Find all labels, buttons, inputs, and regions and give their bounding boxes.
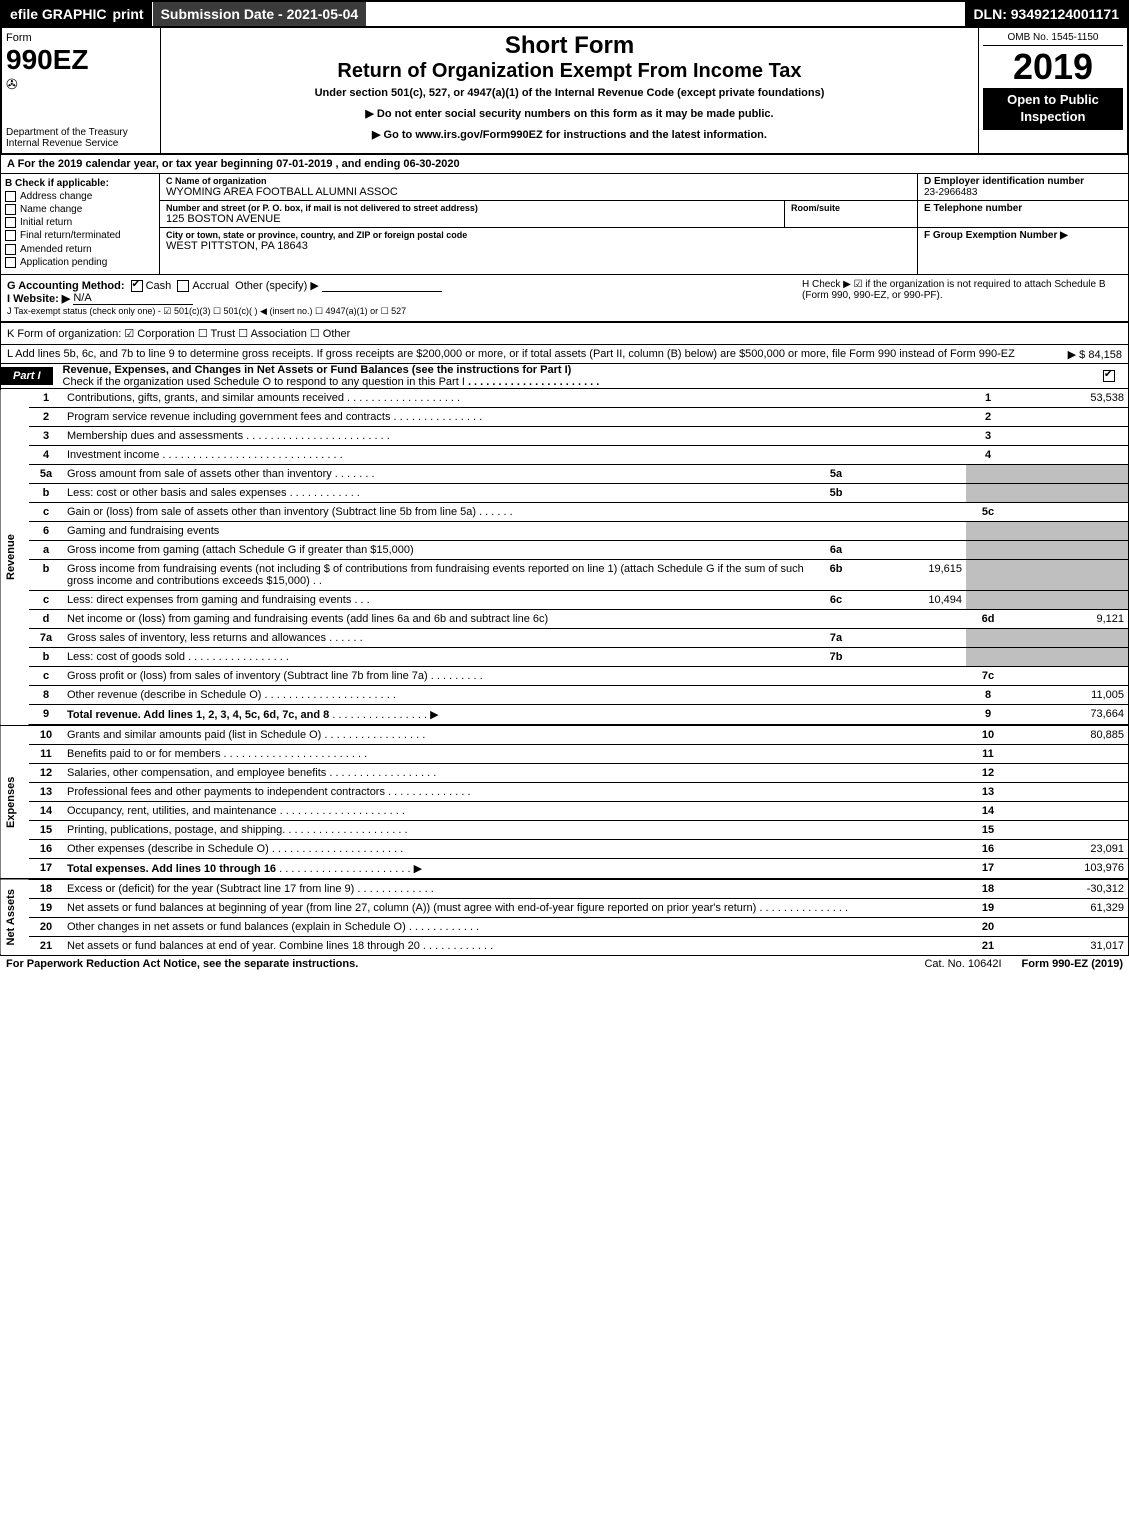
identification-column: D Employer identification number 23-2966… [918, 174, 1128, 274]
check-cash[interactable] [131, 280, 143, 292]
line-17: 17 Total expenses. Add lines 10 through … [1, 858, 1129, 879]
goto-link[interactable]: ▶ Go to www.irs.gov/Form990EZ for instru… [165, 128, 974, 141]
line-5c: c Gain or (loss) from sale of assets oth… [1, 502, 1129, 521]
org-name: WYOMING AREA FOOTBALL ALUMNI ASSOC [166, 186, 911, 198]
line-6: 6 Gaming and fundraising events [1, 521, 1129, 540]
department-text: Department of the Treasury Internal Reve… [6, 127, 128, 149]
page-footer: For Paperwork Reduction Act Notice, see … [0, 956, 1129, 972]
check-header: B Check if applicable: [5, 178, 155, 189]
expenses-side-label: Expenses [1, 725, 30, 879]
checkbox-column-b: B Check if applicable: Address change Na… [1, 174, 160, 274]
form-header: Form 990EZ ✇ Department of the Treasury … [0, 28, 1129, 155]
org-city-row: City or town, state or province, country… [160, 228, 917, 254]
top-bar: efile GRAPHIC print Submission Date - 20… [0, 0, 1129, 28]
revenue-side-label: Revenue [1, 389, 30, 725]
row-j-tax-exempt: J Tax-exempt status (check only one) - ☑… [7, 306, 406, 316]
telephone-block: E Telephone number [918, 201, 1128, 228]
line-10: Expenses 10 Grants and similar amounts p… [1, 725, 1129, 745]
part-i-lines-table: Revenue 1 Contributions, gifts, grants, … [0, 389, 1129, 956]
check-application-pending[interactable]: Application pending [5, 257, 155, 268]
part-i-header: Part I Revenue, Expenses, and Changes in… [0, 364, 1129, 389]
line-a-tax-year: A For the 2019 calendar year, or tax yea… [0, 155, 1129, 174]
check-address-change[interactable]: Address change [5, 191, 155, 202]
line-6c: c Less: direct expenses from gaming and … [1, 590, 1129, 609]
form-revision: Form 990-EZ (2019) [1022, 958, 1123, 970]
no-ssn-note: ▶ Do not enter social security numbers o… [165, 107, 974, 120]
line-19: 19 Net assets or fund balances at beginn… [1, 898, 1129, 917]
paperwork-notice: For Paperwork Reduction Act Notice, see … [6, 958, 904, 970]
check-amended-return[interactable]: Amended return [5, 244, 155, 255]
line-18: Net Assets 18 Excess or (deficit) for th… [1, 879, 1129, 899]
group-exemption-label: F Group Exemption Number ▶ [924, 230, 1122, 241]
line-5a: 5a Gross amount from sale of assets othe… [1, 464, 1129, 483]
ein-value: 23-2966483 [924, 187, 1122, 198]
line-20: 20 Other changes in net assets or fund b… [1, 917, 1129, 936]
line-9: 9 Total revenue. Add lines 1, 2, 3, 4, 5… [1, 704, 1129, 725]
org-name-row: C Name of organization WYOMING AREA FOOT… [160, 174, 917, 201]
form-label: Form [6, 32, 156, 44]
form-title-block: Short Form Return of Organization Exempt… [161, 28, 979, 153]
ein-block: D Employer identification number 23-2966… [918, 174, 1128, 201]
efile-label: efile GRAPHIC [10, 6, 106, 22]
short-form-title: Short Form [165, 32, 974, 60]
line-2: 2 Program service revenue including gove… [1, 407, 1129, 426]
row-k: K Form of organization: ☑ Corporation ☐ … [0, 322, 1129, 345]
open-public-inspection: Open to Public Inspection [983, 88, 1123, 130]
room-suite-label: Room/suite [791, 203, 911, 213]
line-7a: 7a Gross sales of inventory, less return… [1, 628, 1129, 647]
org-street: 125 BOSTON AVENUE [166, 213, 778, 225]
form-number: 990EZ [6, 44, 156, 76]
year-block: OMB No. 1545-1150 2019 Open to Public In… [979, 28, 1127, 153]
part-i-badge: Part I [1, 367, 53, 385]
line-8: 8 Other revenue (describe in Schedule O)… [1, 685, 1129, 704]
under-section: Under section 501(c), 527, or 4947(a)(1)… [165, 87, 974, 99]
gross-receipts-amount: ▶ $ 84,158 [1068, 348, 1122, 361]
line-3: 3 Membership dues and assessments . . . … [1, 426, 1129, 445]
line-14: 14 Occupancy, rent, utilities, and maint… [1, 801, 1129, 820]
tax-year: 2019 [983, 46, 1123, 88]
line-7c: c Gross profit or (loss) from sales of i… [1, 666, 1129, 685]
group-exemption-block: F Group Exemption Number ▶ [918, 228, 1128, 274]
check-initial-return[interactable]: Initial return [5, 217, 155, 228]
line-5b: b Less: cost or other basis and sales ex… [1, 483, 1129, 502]
line-6a: a Gross income from gaming (attach Sched… [1, 540, 1129, 559]
entity-block: B Check if applicable: Address change Na… [0, 174, 1129, 275]
accounting-method: G Accounting Method: Cash Accrual Other … [7, 279, 802, 317]
website-field: N/A [73, 292, 193, 305]
line-13: 13 Professional fees and other payments … [1, 782, 1129, 801]
telephone-value [924, 214, 1122, 225]
line-6d: d Net income or (loss) from gaming and f… [1, 609, 1129, 628]
line-12: 12 Salaries, other compensation, and emp… [1, 763, 1129, 782]
submission-date: Submission Date - 2021-05-04 [152, 2, 368, 26]
row-g-h: G Accounting Method: Cash Accrual Other … [0, 275, 1129, 322]
efile-graphic-button[interactable]: efile GRAPHIC print [2, 2, 152, 26]
line-1: Revenue 1 Contributions, gifts, grants, … [1, 389, 1129, 408]
line-6b: b Gross income from fundraising events (… [1, 559, 1129, 590]
line-4: 4 Investment income . . . . . . . . . . … [1, 445, 1129, 464]
form-number-block: Form 990EZ ✇ Department of the Treasury … [2, 28, 161, 153]
line-15: 15 Printing, publications, postage, and … [1, 820, 1129, 839]
omb-number: OMB No. 1545-1150 [983, 32, 1123, 46]
form-of-organization: K Form of organization: ☑ Corporation ☐ … [7, 327, 1122, 340]
check-name-change[interactable]: Name change [5, 204, 155, 215]
net-assets-side-label: Net Assets [1, 879, 30, 956]
name-address-column: C Name of organization WYOMING AREA FOOT… [160, 174, 918, 274]
check-final-return[interactable]: Final return/terminated [5, 230, 155, 241]
catalog-number: Cat. No. 10642I [924, 958, 1001, 970]
row-h-schedule-b: H Check ▶ ☑ if the organization is not r… [802, 279, 1122, 317]
dln-number: DLN: 93492124001171 [965, 2, 1127, 26]
org-street-row: Number and street (or P. O. box, if mail… [160, 201, 917, 228]
schedule-o-checkbox[interactable] [1103, 370, 1115, 382]
line-16: 16 Other expenses (describe in Schedule … [1, 839, 1129, 858]
line-11: 11 Benefits paid to or for members . . .… [1, 744, 1129, 763]
check-accrual[interactable] [177, 280, 189, 292]
return-title: Return of Organization Exempt From Incom… [165, 60, 974, 83]
line-21: 21 Net assets or fund balances at end of… [1, 936, 1129, 955]
row-l-gross-receipts: L Add lines 5b, 6c, and 7b to line 9 to … [0, 345, 1129, 364]
print-link[interactable]: print [112, 6, 143, 22]
line-7b: b Less: cost of goods sold . . . . . . .… [1, 647, 1129, 666]
org-city: WEST PITTSTON, PA 18643 [166, 240, 911, 252]
